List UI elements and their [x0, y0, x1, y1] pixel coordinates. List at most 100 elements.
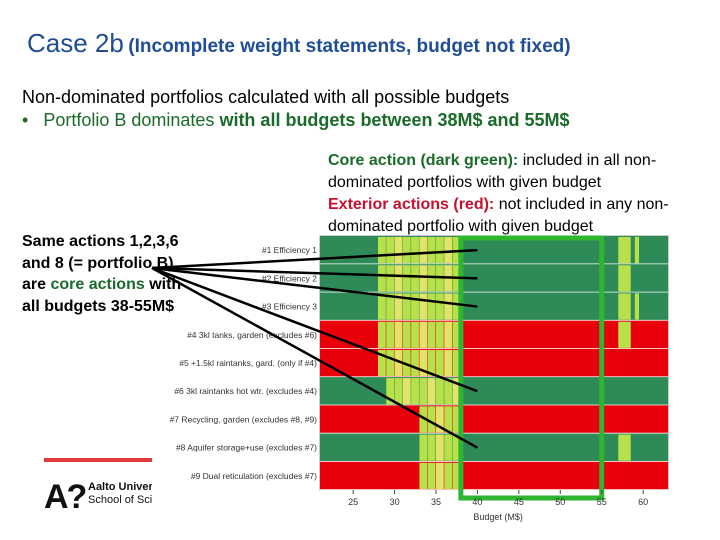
aalto-logo-mark: A?	[44, 478, 87, 516]
heat-cell-mixed	[411, 378, 419, 405]
heat-cell-mixed	[427, 434, 436, 461]
bullet-mark: •	[22, 110, 29, 130]
x-axis-label: Budget (M$)	[473, 512, 523, 522]
heat-cell-mixed	[394, 237, 403, 264]
heat-cell-mixed	[386, 321, 395, 348]
title-main: Case 2b	[27, 28, 124, 58]
heat-cell-mixed	[402, 321, 411, 348]
heat-cell-mixed	[402, 237, 411, 264]
row-label: #5 +1.5kl raintanks, gard. (only if #4)	[179, 358, 317, 368]
heat-row	[320, 461, 668, 490]
heat-cell-mixed	[402, 265, 411, 292]
pointer-line	[151, 266, 478, 308]
heat-cell-mixed	[419, 293, 428, 320]
heat-cell-extra	[618, 265, 631, 292]
heat-cell-mixed	[444, 349, 453, 377]
aalto-logo-text: Aalto University School of Science	[88, 481, 152, 507]
heat-cell-mixed	[436, 462, 444, 489]
heat-row	[320, 433, 668, 462]
budget-highlight-box	[458, 235, 605, 501]
heat-cell-mixed	[419, 434, 428, 461]
heat-cell-mixed	[427, 293, 436, 320]
row-label: #7 Recycling, garden (excludes #8, #9)	[170, 414, 318, 424]
x-tick-label: 45	[514, 497, 524, 507]
intro-text: Non-dominated portfolios calculated with…	[22, 87, 510, 107]
heat-cell-mixed	[386, 293, 395, 320]
heat-cell-extra	[618, 434, 631, 461]
same-actions-note: Same actions 1,2,3,6 and 8 (= portfolio …	[22, 231, 182, 317]
x-tick-label: 25	[348, 497, 358, 507]
heat-cell-mixed	[436, 237, 444, 264]
row-label: #1 Efficiency 1	[262, 245, 317, 255]
heat-cell-mixed	[378, 321, 386, 348]
x-tick-label: 60	[638, 497, 648, 507]
heat-cell-mixed	[427, 406, 436, 433]
heat-cell-mixed	[394, 378, 403, 405]
bullet-rest: with all budgets between 38M$ and 55M$	[219, 110, 570, 130]
pointer-line	[151, 248, 478, 270]
x-tick-label: 40	[472, 497, 482, 507]
bullet-prefix: Portfolio B dominates	[43, 110, 215, 130]
heat-cell-mixed	[452, 434, 461, 461]
legend-core-text: included in all non-dominated portfolios…	[328, 152, 657, 191]
same-actions-core: core actions	[50, 276, 145, 293]
heat-cell-mixed	[427, 237, 436, 264]
heat-cell-mixed	[419, 237, 428, 264]
heat-row	[320, 377, 668, 406]
heat-cell-mixed	[452, 462, 461, 489]
row-label: #4 3kl tanks, garden (excludes #6)	[187, 330, 317, 340]
same-actions-part1: Same actions 1,2,3,6 and 8 (= portfolio …	[22, 233, 179, 293]
x-tick-label: 50	[555, 497, 565, 507]
heat-cell-mixed	[436, 293, 444, 320]
heat-cell-mixed	[411, 321, 419, 348]
logo-name: Aalto University	[88, 481, 152, 493]
heat-cell-mixed	[411, 237, 419, 264]
heat-row	[320, 264, 668, 293]
pointer-line	[151, 266, 478, 280]
logo-school: School of Science	[88, 494, 152, 506]
logo-accent-line	[44, 458, 152, 462]
heat-cell-mixed	[402, 378, 411, 405]
x-tick-label: 30	[390, 497, 400, 507]
heat-cell-mixed	[427, 265, 436, 292]
legend-core-title: Core action (dark green):	[328, 152, 519, 169]
heat-cell-mixed	[444, 378, 453, 405]
row-label: #2 Efficiency 2	[262, 273, 317, 283]
heat-cell-mixed	[452, 406, 461, 433]
heat-cell-mixed	[419, 378, 428, 405]
title-sub: (Incomplete weight statements, budget no…	[128, 36, 571, 57]
heat-cell-mixed	[378, 293, 386, 320]
heat-cell-mixed	[452, 378, 461, 405]
heat-cell-mixed	[402, 293, 411, 320]
heat-cell-mixed	[419, 321, 428, 348]
pointer-line	[151, 266, 478, 393]
heat-cell-mixed	[427, 378, 436, 405]
heat-cell-mixed	[386, 265, 395, 292]
heat-cell-extra	[634, 237, 639, 264]
heat-cell-mixed	[452, 321, 461, 348]
pointer-line	[151, 266, 479, 449]
heat-cell-mixed	[411, 349, 419, 377]
row-label: #3 Efficiency 3	[262, 302, 317, 312]
heat-row	[320, 405, 668, 434]
heat-cell-mixed	[378, 237, 386, 264]
heat-cell-mixed	[419, 265, 428, 292]
heat-cell-mixed	[394, 265, 403, 292]
heat-row	[320, 292, 668, 321]
heat-cell-mixed	[378, 349, 386, 377]
heat-cell-extra	[618, 237, 631, 264]
heat-cell-mixed	[452, 349, 461, 377]
heat-cell-mixed	[436, 434, 444, 461]
heat-cell-mixed	[444, 462, 453, 489]
heat-cell-extra	[634, 293, 639, 320]
heat-cell-mixed	[444, 293, 453, 320]
legend-text: Core action (dark green): included in al…	[328, 150, 718, 238]
slide-title: Case 2b (Incomplete weight statements, b…	[27, 28, 571, 59]
heat-cell-mixed	[386, 349, 395, 377]
heat-cell-extra	[618, 321, 631, 348]
heat-cell-mixed	[411, 265, 419, 292]
heat-cell-mixed	[436, 378, 444, 405]
heat-cell-mixed	[419, 406, 428, 433]
heat-row	[320, 320, 668, 349]
